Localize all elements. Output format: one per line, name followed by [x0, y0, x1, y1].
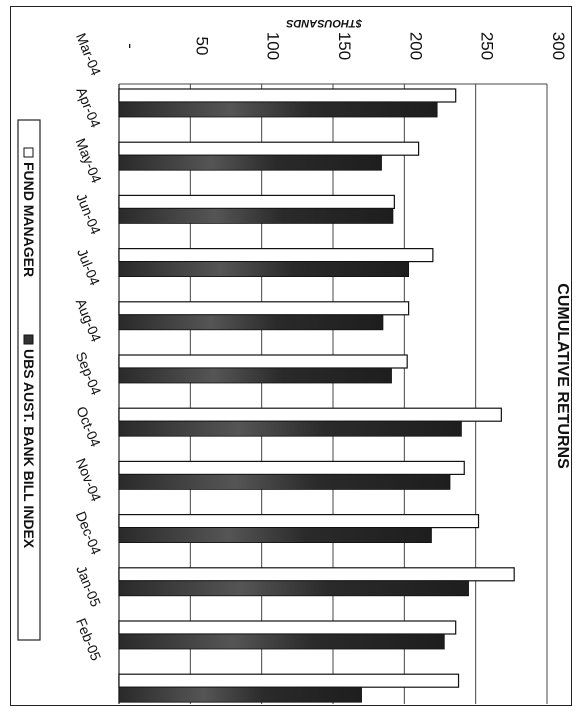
bar-ubs-bank-bill-index — [118, 580, 469, 597]
bar-fund-manager — [118, 567, 515, 582]
bar-fund-manager — [118, 301, 410, 316]
legend-swatch-ubs — [23, 334, 34, 345]
bar-ubs-bank-bill-index — [118, 686, 362, 703]
y-tick-label: 150 — [335, 32, 354, 60]
category-label: Nov-04 — [73, 456, 105, 504]
gridlines — [118, 83, 548, 704]
category-label: Oct-04 — [73, 404, 104, 449]
category-label: Jan-05 — [73, 563, 104, 609]
y-tick-label: - — [121, 43, 140, 49]
legend: FUND MANAGER UBS AUST. BANK BILL INDEX — [17, 119, 41, 641]
chart-title: CUMULATIVE RETURNS — [554, 283, 571, 469]
bar-ubs-bank-bill-index — [118, 527, 432, 543]
bar-fund-manager — [118, 460, 465, 475]
bar-fund-manager — [118, 354, 408, 369]
bar-fund-manager — [118, 88, 457, 103]
bar-ubs-bank-bill-index — [118, 154, 382, 171]
category-label: Dec-04 — [73, 509, 105, 557]
y-tick-label: 100 — [264, 32, 283, 60]
bar-ubs-bank-bill-index — [118, 101, 438, 118]
bar-fund-manager — [118, 194, 395, 209]
category-label: Mar-04 — [73, 31, 105, 78]
bar-ubs-bank-bill-index — [118, 633, 445, 650]
bar-fund-manager — [118, 620, 457, 635]
bar-ubs-bank-bill-index — [118, 473, 451, 490]
bar-ubs-bank-bill-index — [118, 261, 410, 278]
legend-label-ubs: UBS AUST. BANK BILL INDEX — [21, 349, 37, 549]
bar-ubs-bank-bill-index — [118, 367, 392, 384]
bar-ubs-bank-bill-index — [118, 420, 462, 437]
category-label: Jul-04 — [74, 246, 103, 288]
bars — [118, 88, 515, 703]
y-tick-label: 50 — [192, 37, 211, 56]
bar-ubs-bank-bill-index — [118, 314, 384, 331]
y-axis-label: $THOUSANDS — [285, 17, 362, 29]
bar-fund-manager — [118, 141, 420, 156]
bar-ubs-bank-bill-index — [118, 207, 394, 224]
chart-frame — [10, 6, 572, 706]
category-label: Aug-04 — [73, 296, 105, 344]
legend-swatch-fund-manager — [23, 147, 34, 158]
bar-fund-manager — [118, 248, 434, 263]
category-label: Sep-04 — [73, 349, 105, 397]
category-label: May-04 — [72, 136, 104, 185]
category-label: Jun-04 — [73, 191, 104, 237]
legend-box — [17, 119, 41, 641]
bar-fund-manager — [118, 673, 460, 688]
bar-fund-manager — [118, 407, 502, 422]
y-tick-label: 250 — [478, 32, 497, 60]
bar-fund-manager — [118, 513, 480, 529]
legend-label-fund-manager: FUND MANAGER — [21, 162, 37, 277]
y-tick-label: 300 — [549, 32, 568, 60]
category-label: Apr-04 — [73, 85, 104, 130]
category-label: Feb-05 — [73, 616, 105, 663]
y-tick-label: 200 — [406, 32, 425, 60]
